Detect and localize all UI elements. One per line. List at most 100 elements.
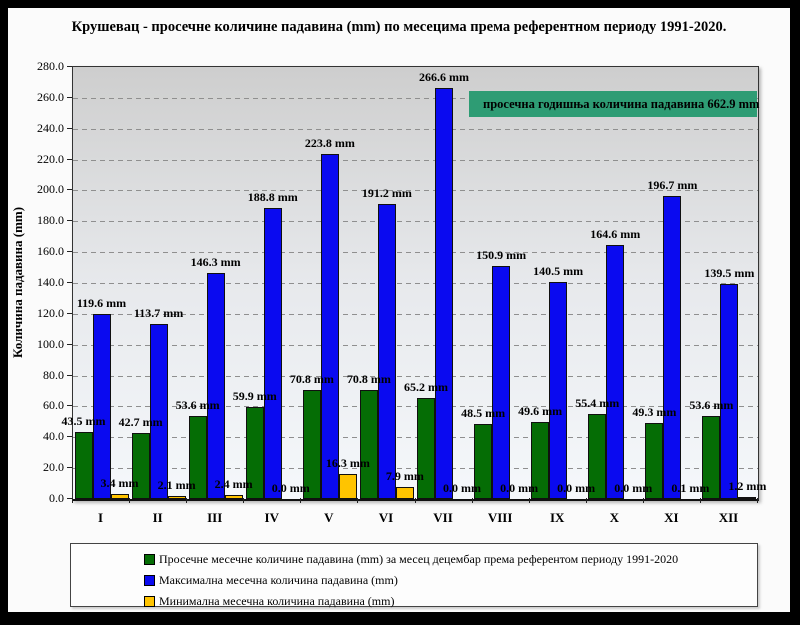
x-tick-mark [357,498,359,503]
bar-min-XII [738,497,757,499]
y-tick-label: 80.0 [43,367,64,382]
gridline [73,313,758,315]
y-tick-mark [67,96,72,98]
bar-max-III [206,273,225,499]
x-category-label: III [207,510,223,525]
x-category-label: IX [549,510,565,525]
bar-avg-III [188,416,207,499]
chart-title: Крушевац - просечне количине падавина (m… [71,19,727,35]
bar-min-III [224,495,243,499]
bar-avg-XI [645,422,664,499]
bar-avg-VIII [474,424,493,499]
legend-label-maximum: Максимална месечна количина падавина (mm… [159,572,398,587]
bar-max-XII [720,283,739,499]
gridline [73,468,758,470]
bar-value-label: 140.5 mm [533,264,584,279]
bar-value-label: 0.0 mm [271,481,310,495]
x-tick-mark [528,498,530,503]
bar-value-label: 53.6 mm [175,398,220,413]
y-tick-label: 100.0 [37,336,64,351]
bar-avg-X [588,413,607,499]
y-tick-label: 180.0 [37,213,64,228]
x-category-label: I [98,510,104,525]
average-series-swatch-icon [144,553,155,565]
bar-avg-VI [359,389,378,499]
minimum-series-swatch-icon [144,595,155,607]
bar-avg-II [131,433,150,499]
bar-max-VI [377,204,396,499]
x-category-label: X [609,510,619,525]
gridline [73,159,758,161]
legend-item-maximum: Максимална месечна количина падавина (mm… [144,570,398,590]
bar-value-label: 0.0 mm [443,481,481,495]
bar-max-I [92,314,111,499]
bar-value-label: 191.2 mm [361,186,412,201]
y-tick-label: 60.0 [43,398,64,413]
bar-min-I [110,493,129,499]
bar-max-II [149,323,168,499]
y-tick-label: 20.0 [43,460,64,475]
gridline [73,128,758,130]
y-tick-label: 240.0 [37,120,64,135]
x-category-label: VII [433,510,453,525]
gridline [73,221,758,223]
bar-value-label: 65.2 mm [404,380,448,395]
bar-min-VI [395,486,414,499]
bar-value-label: 150.9 mm [476,248,527,263]
y-tick-mark [67,467,72,469]
x-tick-mark [699,498,701,503]
gridline [73,344,758,346]
bar-value-label: 7.9 mm [385,468,424,483]
bar-avg-XII [702,416,721,499]
bar-min-V [338,473,357,499]
bar-max-V [320,153,339,499]
x-category-label: XI [664,510,679,525]
bar-value-label: 49.6 mm [518,404,563,419]
bar-value-label: 0.0 mm [557,481,596,495]
x-tick-mark [585,498,587,503]
bar-value-label: 16.3 mm [325,455,370,470]
x-category-label: IV [264,510,280,525]
x-category-label: VI [378,510,394,525]
bar-value-label: 70.8 mm [346,371,391,386]
y-tick-label: 200.0 [37,182,64,197]
x-tick-mark [243,498,245,503]
y-tick-mark [67,66,72,67]
bar-value-label: 2.4 mm [214,477,253,492]
y-tick-mark [67,343,72,345]
gridline [73,437,758,439]
y-tick-mark [67,312,72,314]
bar-value-label: 0.0 mm [500,481,539,495]
y-tick-label: 40.0 [43,429,64,444]
legend-label-minimum: Минимална месечна количина падавина (mm) [159,593,395,608]
gridline [73,252,758,254]
legend-label-average: Просечне месечне количине падавина (mm) … [159,551,679,566]
plot-area: просечна годишња количина падавина 662.9… [62,66,766,501]
bar-max-XI [663,195,682,499]
y-tick-mark [67,282,72,283]
x-tick-mark [129,498,131,503]
bar-max-VII [435,87,453,499]
y-tick-label: 0.0 [49,491,64,505]
bar-value-label: 196.7 mm [647,177,698,192]
y-tick-mark [67,251,72,253]
bar-value-label: 266.6 mm [419,69,469,84]
bar-avg-VII [417,398,435,499]
bar-value-label: 43.5 mm [61,413,106,428]
bar-value-label: 3.4 mm [100,475,139,490]
y-tick-mark [67,189,72,191]
y-tick-mark [67,405,72,407]
bar-value-label: 113.7 mm [133,305,184,320]
bar-min-II [167,495,186,499]
bar-value-label: 0.0 mm [614,481,653,495]
bar-max-X [606,245,625,499]
bar-value-label: 1.2 mm [728,479,767,494]
y-tick-label: 260.0 [37,89,64,104]
bar-value-label: 59.9 mm [232,388,277,403]
x-tick-mark [300,498,302,503]
x-tick-mark [186,498,188,503]
legend-item-average: Просечне месечне количине падавина (mm) … [144,549,678,569]
x-category-label: XII [718,510,739,525]
bar-avg-IV [245,406,264,499]
bar-value-label: 119.6 mm [76,296,127,311]
